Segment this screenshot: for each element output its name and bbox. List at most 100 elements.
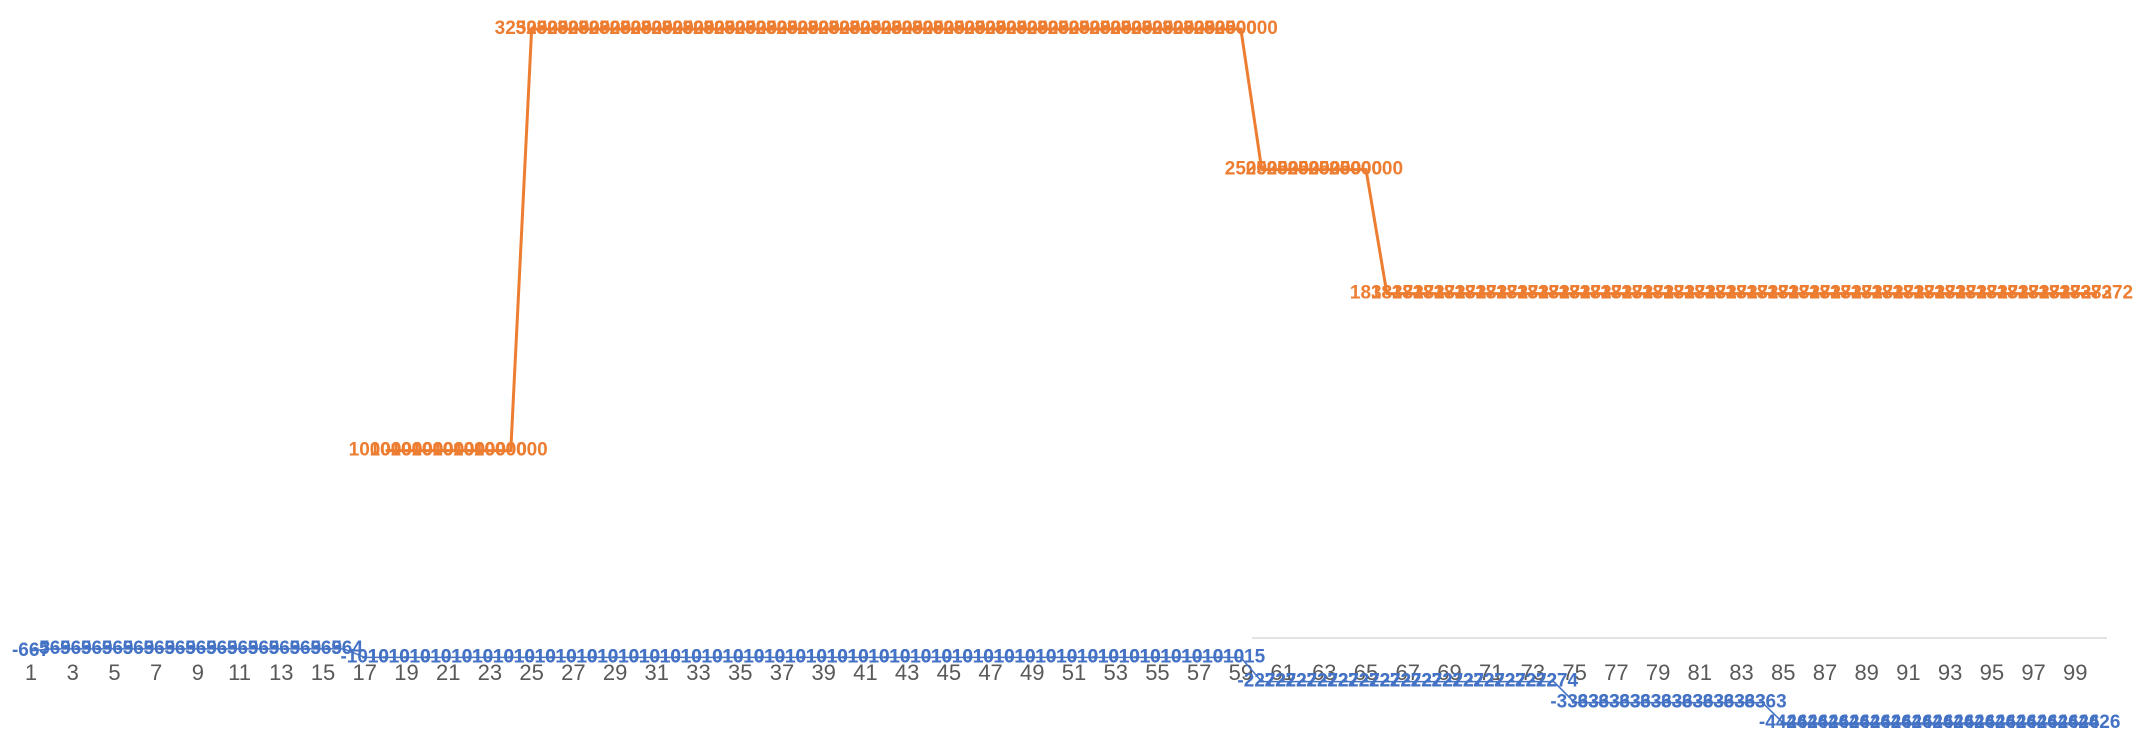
- data-label: 1838372: [1934, 283, 2008, 304]
- x-tick-label: 21: [436, 660, 460, 685]
- data-label: -1010: [987, 646, 1036, 667]
- x-tick-label: 31: [645, 660, 669, 685]
- data-label: 3250000: [557, 18, 631, 39]
- data-label: 1000000: [349, 440, 423, 461]
- data-label: 1838372: [1412, 283, 1486, 304]
- x-tick-label: 87: [1813, 660, 1837, 685]
- data-label: 1838372: [1392, 283, 1466, 304]
- data-label: -569: [304, 638, 342, 659]
- data-label: 1838372: [1725, 283, 1799, 304]
- x-tick-label: 73: [1521, 660, 1545, 685]
- data-label: -1010: [1196, 646, 1245, 667]
- data-label: -1010: [925, 646, 974, 667]
- data-label: 1838372: [1517, 283, 1591, 304]
- data-label: 1838372: [2038, 283, 2112, 304]
- data-label: -1010: [1029, 646, 1078, 667]
- data-label: 3250000: [1100, 18, 1174, 39]
- x-tick-label: 67: [1396, 660, 1420, 685]
- data-label: -1010: [904, 646, 953, 667]
- x-tick-label: 47: [978, 660, 1002, 685]
- x-tick-label: 83: [1729, 660, 1753, 685]
- data-label: 3250000: [891, 18, 965, 39]
- data-label: -569: [221, 638, 259, 659]
- data-label: 2500000: [1329, 159, 1403, 180]
- data-label: -1010: [1133, 646, 1182, 667]
- data-label: -2272: [1342, 671, 1391, 692]
- data-label: -1010: [1091, 646, 1140, 667]
- data-label: -1010: [632, 646, 681, 667]
- data-label: 3250000: [995, 18, 1069, 39]
- data-label: 3250000: [745, 18, 819, 39]
- x-tick-label: 15: [311, 660, 335, 685]
- data-label: 2500000: [1287, 159, 1361, 180]
- data-label: -2272: [1321, 671, 1370, 692]
- data-label: 3250000: [662, 18, 736, 39]
- data-label: -4426: [2030, 712, 2079, 733]
- data-label: -1010: [1071, 646, 1120, 667]
- x-tick-label: 93: [1938, 660, 1962, 685]
- data-label: 1838372: [2059, 283, 2133, 304]
- x-tick-label: 9: [192, 660, 204, 685]
- data-label: 1838372: [1350, 283, 1424, 304]
- data-label: 1838372: [1475, 283, 1549, 304]
- data-label: -1010: [424, 646, 473, 667]
- data-label: -569: [75, 638, 113, 659]
- data-label: 1838372: [1913, 283, 1987, 304]
- data-label: -569: [283, 638, 321, 659]
- x-tick-label: 45: [937, 660, 961, 685]
- x-tick-label: 97: [2021, 660, 2045, 685]
- data-label: -1010: [1112, 646, 1161, 667]
- data-label: -4426: [1884, 712, 1933, 733]
- data-label: 3250000: [682, 18, 756, 39]
- x-tick-label: 61: [1270, 660, 1294, 685]
- data-label: -4426: [1926, 712, 1975, 733]
- data-label: 1838372: [1600, 283, 1674, 304]
- data-label: 1838372: [1642, 283, 1716, 304]
- x-tick-label: 91: [1896, 660, 1920, 685]
- data-label: -2272: [1425, 671, 1474, 692]
- x-tick-label: 95: [1980, 660, 2004, 685]
- data-label: -2272: [1446, 671, 1495, 692]
- x-tick-label: 43: [895, 660, 919, 685]
- data-label: -1010: [1008, 646, 1057, 667]
- data-label: 1838372: [1892, 283, 1966, 304]
- data-label: -1010: [945, 646, 994, 667]
- data-label: -3363: [1634, 692, 1683, 713]
- data-label: -1010: [799, 646, 848, 667]
- data-label: 1838372: [2017, 283, 2091, 304]
- data-label: -1010: [716, 646, 765, 667]
- data-label: -1010: [570, 646, 619, 667]
- data-label: -1010: [466, 646, 515, 667]
- x-tick-label: 41: [853, 660, 877, 685]
- data-label: -2272: [1300, 671, 1349, 692]
- data-label: 1838372: [1767, 283, 1841, 304]
- data-label: 2500000: [1225, 159, 1299, 180]
- data-label: -4426: [1842, 712, 1891, 733]
- x-tick-label: 7: [150, 660, 162, 685]
- data-label: 1000000: [432, 440, 506, 461]
- data-label: 1838372: [1997, 283, 2071, 304]
- data-label: 1838372: [1746, 283, 1820, 304]
- data-label: -1010: [507, 646, 556, 667]
- data-label: 3250000: [1141, 18, 1215, 39]
- data-label: -2272: [1404, 671, 1453, 692]
- data-label: 1000000: [411, 440, 485, 461]
- data-label: 1838372: [1871, 283, 1945, 304]
- data-label: -2272: [1363, 671, 1412, 692]
- data-label: -4426: [2009, 712, 2058, 733]
- data-label: -4426: [2072, 712, 2121, 733]
- x-tick-label: 37: [770, 660, 794, 685]
- data-label: -1010: [1175, 646, 1224, 667]
- data-label: 3250000: [724, 18, 798, 39]
- x-tick-label: 65: [1354, 660, 1378, 685]
- data-label: -3363: [1675, 692, 1724, 713]
- data-label: 3250000: [828, 18, 902, 39]
- data-label: 1838372: [1579, 283, 1653, 304]
- data-label: -1010: [340, 646, 389, 667]
- data-label: -569: [116, 638, 154, 659]
- data-label: 1838372: [1559, 283, 1633, 304]
- series-line: [30, 648, 2097, 724]
- data-label: 3250000: [516, 18, 590, 39]
- x-tick-label: 89: [1854, 660, 1878, 685]
